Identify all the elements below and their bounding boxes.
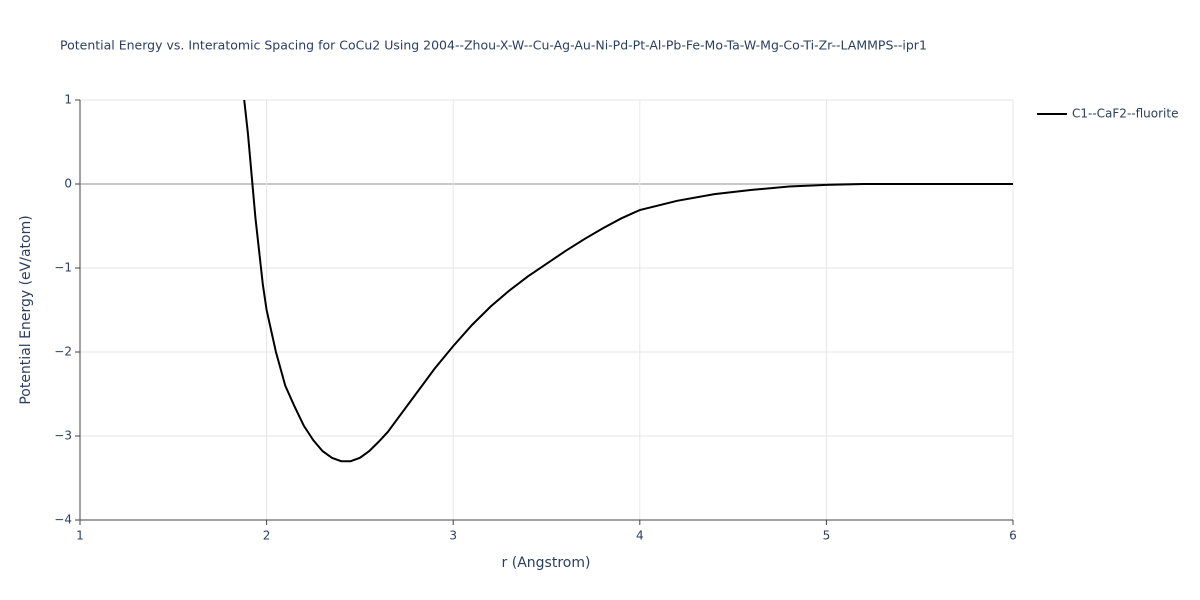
grid <box>79 99 1014 521</box>
x-axis-title: r (Angstrom) <box>502 555 591 571</box>
y-tick-label: −1 <box>54 261 72 275</box>
y-tick-label: −3 <box>54 429 72 443</box>
y-tick-label: 1 <box>64 93 72 107</box>
chart-title: Potential Energy vs. Interatomic Spacing… <box>60 38 927 53</box>
legend: C1--CaF2--fluorite <box>1037 107 1178 121</box>
series-line <box>243 99 1013 463</box>
x-tick-label: 1 <box>76 529 84 543</box>
x-tick-label: 3 <box>449 529 457 543</box>
y-tick-label: −2 <box>54 345 72 359</box>
x-tick-label: 4 <box>636 529 644 543</box>
plot <box>243 99 1013 463</box>
x-tick-label: 6 <box>1009 529 1017 543</box>
x-tick-label: 5 <box>823 529 831 543</box>
legend-label: C1--CaF2--fluorite <box>1072 107 1178 121</box>
y-axis-title: Potential Energy (eV/atom) <box>18 215 34 404</box>
y-tick-label: 0 <box>64 177 72 191</box>
x-tick-label: 2 <box>263 529 271 543</box>
y-tick-label: −4 <box>54 513 72 527</box>
